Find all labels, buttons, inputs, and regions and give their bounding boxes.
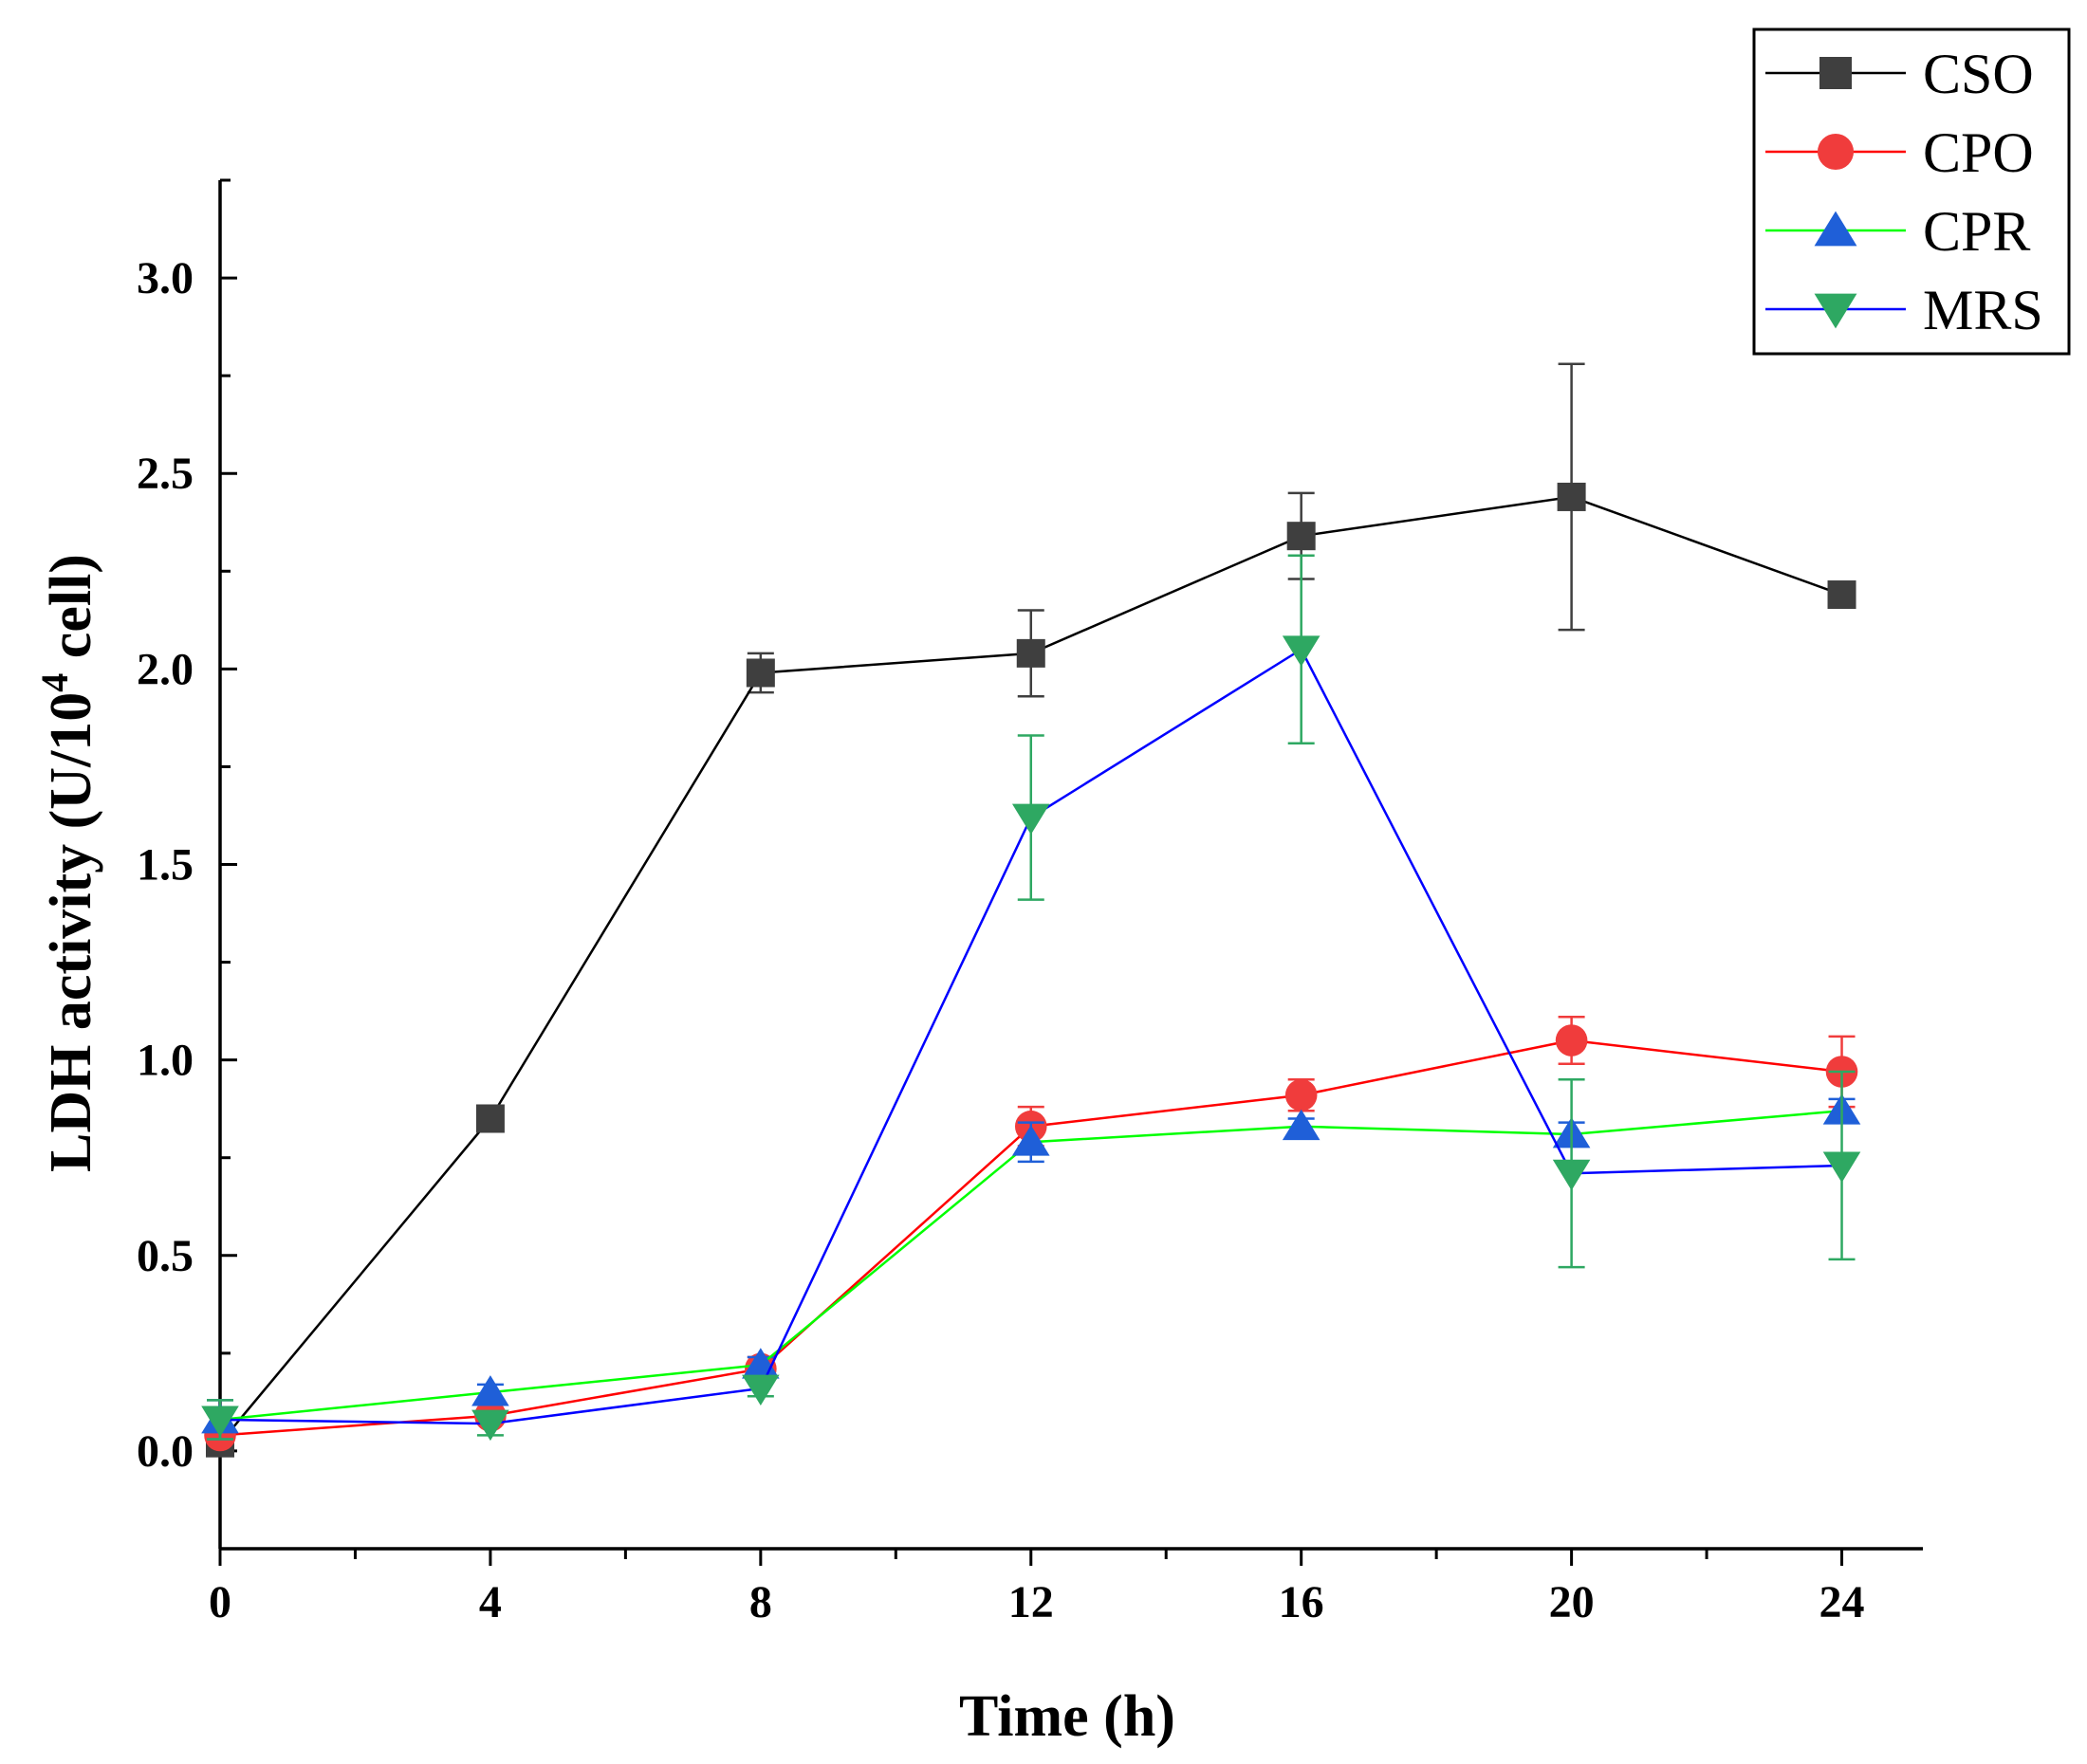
series-mrs-point (742, 1374, 780, 1406)
legend-box (1752, 28, 2071, 356)
legend-marker (1814, 293, 1857, 329)
legend-marker (1814, 211, 1857, 247)
series-cso-point (475, 1104, 505, 1133)
legend-label: CPO (1923, 121, 2034, 184)
legend-label: CSO (1923, 43, 2034, 105)
series-cpr-point (1282, 1109, 1321, 1141)
y-tick-label: 1.5 (137, 840, 194, 891)
series-cpo-point (1284, 1078, 1318, 1112)
x-tick-label: 0 (209, 1577, 231, 1627)
legend-label: MRS (1923, 279, 2043, 341)
y-axis-title: LDH activity (U/104 cell) (33, 554, 103, 1172)
y-tick-label: 3.0 (137, 253, 194, 303)
series-mrs-point (1552, 1159, 1591, 1191)
x-tick-label: 8 (749, 1577, 772, 1627)
legend: CSO CPO CPR MRS (1752, 28, 2071, 356)
y-axis-title-end: cell) (39, 554, 103, 673)
series-cpo (204, 1016, 1858, 1452)
series-cpr (201, 1093, 1861, 1441)
x-tick-label: 16 (1279, 1577, 1324, 1627)
legend-marker (1817, 133, 1855, 171)
y-tick-label: 2.5 (137, 449, 194, 499)
x-tick-label: 20 (1549, 1577, 1595, 1627)
x-tick-label: 4 (479, 1577, 502, 1627)
series-mrs-point (471, 1409, 509, 1442)
y-axis-title-group: LDH activity (U/104 cell) (33, 554, 103, 1172)
legend-entry-mrs: MRS (1765, 279, 2043, 341)
series-cso (206, 362, 1856, 1458)
x-tick-label: 12 (1008, 1577, 1054, 1627)
plot-area: 0 4 8 12 16 20 24 0.0 0.5 1.0 1.5 2.0 2.5 3.0 (137, 178, 1923, 1627)
legend-entry-cso: CSO (1765, 43, 2034, 105)
series-mrs-point (1282, 635, 1321, 667)
series-cso-point (1557, 482, 1586, 511)
y-tick-label: 0.0 (137, 1426, 194, 1477)
legend-marker (1819, 57, 1852, 89)
y-tick-label: 0.5 (137, 1231, 194, 1281)
series-cpr-point (1011, 1125, 1050, 1156)
y-axis-title-superscript: 4 (33, 673, 76, 692)
y-axis-title-main: LDH activity (U/10 (39, 692, 103, 1172)
legend-label: CPR (1923, 200, 2030, 263)
series-cso-point (1016, 638, 1045, 668)
series-mrs (201, 554, 1861, 1442)
series-cpr-point (471, 1375, 509, 1406)
series-cso-point (746, 658, 775, 688)
y-tick-label: 2.0 (137, 644, 194, 694)
legend-entry-cpr: CPR (1765, 200, 2030, 263)
series-mrs-point (1011, 803, 1050, 836)
legend-entry-cpo: CPO (1765, 121, 2034, 184)
series-cpo-point (1555, 1024, 1588, 1057)
series-cso-point (1286, 522, 1316, 551)
series-cpo-line (219, 1038, 1842, 1437)
y-tick-label: 1.0 (137, 1036, 194, 1086)
series-mrs-point (1822, 1151, 1861, 1183)
series-mrs-point (201, 1406, 239, 1437)
x-tick-label: 24 (1819, 1577, 1865, 1627)
x-axis-title: Time (h) (959, 1684, 1175, 1749)
series-cso-point (1827, 580, 1856, 610)
